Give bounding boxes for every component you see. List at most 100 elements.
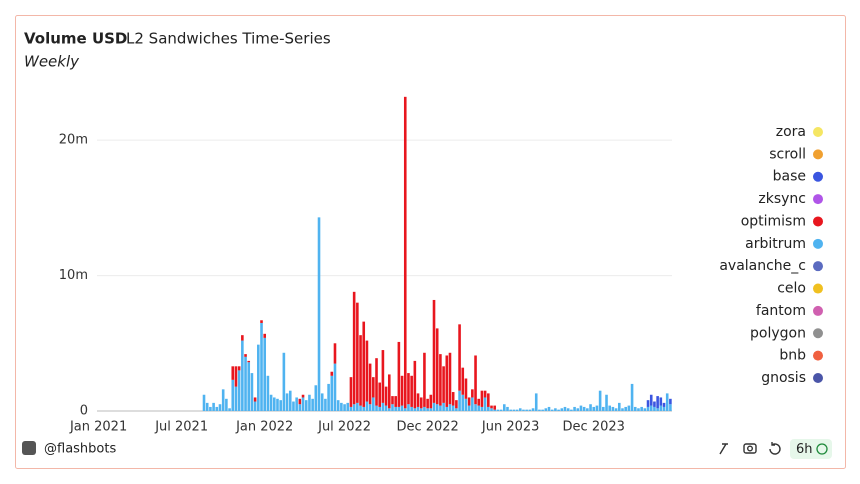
- bar: [659, 397, 663, 406]
- bar: [378, 382, 382, 407]
- edit-icon[interactable]: [719, 443, 728, 455]
- bar: [320, 393, 324, 411]
- bar: [464, 378, 468, 399]
- bar: [518, 408, 522, 411]
- bar: [637, 408, 640, 411]
- bar: [617, 402, 621, 411]
- bar: [557, 409, 560, 411]
- refresh-interval: 6h: [796, 442, 813, 457]
- bar: [372, 377, 375, 398]
- y-tick-label: 20m: [59, 133, 88, 148]
- bar: [336, 400, 340, 411]
- bar: [471, 397, 474, 411]
- bar: [247, 362, 251, 411]
- bar: [375, 405, 378, 411]
- bar: [502, 404, 506, 411]
- bar: [349, 377, 353, 407]
- bar: [586, 408, 589, 411]
- bar: [633, 406, 637, 411]
- bar: [407, 373, 410, 405]
- bar: [282, 352, 286, 411]
- bar: [407, 404, 410, 411]
- bar: [435, 404, 439, 411]
- bar: [602, 406, 605, 411]
- bar: [244, 356, 247, 411]
- bar: [234, 386, 238, 411]
- bar: [461, 367, 465, 395]
- bar: [218, 404, 222, 411]
- check-icon: [816, 443, 828, 455]
- bar: [467, 397, 471, 406]
- plot: 0 10m 20m Jan 2021 Jul 2021 Jan 2022 Jul 2022 D…: [59, 96, 823, 435]
- bar: [442, 366, 445, 403]
- bar: [314, 385, 318, 411]
- bar: [410, 375, 413, 407]
- bar: [506, 406, 509, 411]
- refresh-icon[interactable]: [769, 442, 781, 455]
- chart-subtitle: L2 Sandwiches Time-Series: [126, 30, 331, 48]
- bar: [624, 406, 627, 411]
- bar: [340, 402, 343, 411]
- bar: [589, 404, 592, 411]
- bar: [272, 397, 276, 411]
- bar: [512, 409, 516, 411]
- bar: [359, 335, 362, 406]
- bar: [349, 406, 353, 411]
- bar: [653, 406, 656, 411]
- bar: [439, 405, 442, 411]
- camera-icon[interactable]: [743, 443, 757, 454]
- bar: [381, 350, 385, 403]
- bar: [298, 398, 302, 405]
- bar: [649, 405, 653, 411]
- bar: [483, 397, 487, 411]
- bar: [432, 402, 436, 411]
- bar: [356, 302, 359, 403]
- bar: [285, 393, 289, 411]
- bar: [653, 401, 656, 407]
- card-border: [15, 15, 846, 469]
- bar: [416, 393, 420, 407]
- camera-lens: [747, 445, 754, 452]
- bar: [509, 409, 512, 411]
- bar: [608, 405, 612, 411]
- x-tick-label: Jun 2023: [481, 420, 540, 435]
- bar: [423, 352, 426, 407]
- bar: [662, 406, 666, 411]
- bar: [656, 396, 659, 409]
- bar: [547, 406, 551, 411]
- bar: [352, 291, 356, 405]
- bar: [582, 406, 586, 411]
- bar: [659, 405, 663, 411]
- bar: [493, 405, 497, 410]
- bar: [464, 398, 468, 411]
- bar: [205, 402, 209, 411]
- bar: [598, 390, 602, 411]
- bar: [375, 358, 378, 406]
- bar: [656, 408, 659, 411]
- bar: [458, 324, 461, 391]
- bar: [627, 405, 631, 411]
- bar: [410, 406, 413, 411]
- legend-label: zora: [776, 124, 806, 140]
- bar: [295, 397, 298, 411]
- bar: [292, 401, 295, 411]
- bar: [458, 390, 461, 411]
- bar: [333, 363, 337, 411]
- bar: [276, 398, 279, 411]
- legend-swatch: [813, 127, 823, 137]
- bar: [384, 386, 388, 406]
- bar: [413, 408, 417, 411]
- bar: [669, 398, 672, 405]
- bar: [649, 394, 653, 406]
- bar: [614, 408, 618, 411]
- bar: [432, 299, 436, 403]
- legend-label: base: [773, 169, 806, 185]
- flashbots-icon: [22, 441, 36, 455]
- bar: [451, 392, 455, 406]
- bar: [480, 390, 484, 407]
- bar: [253, 397, 257, 402]
- bar: [333, 343, 337, 364]
- legend-label: scroll: [769, 146, 806, 162]
- bar: [365, 340, 369, 402]
- bar: [496, 409, 500, 411]
